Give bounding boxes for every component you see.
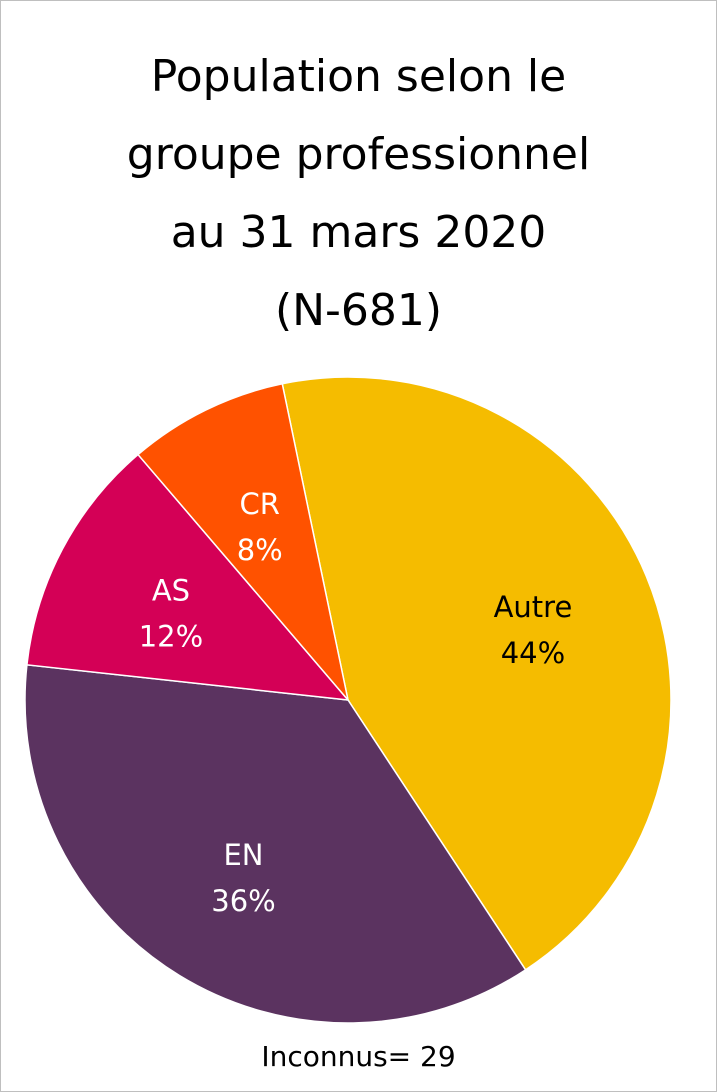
slice-label-en: EN	[223, 838, 263, 872]
pie-slice-en	[24, 663, 527, 1024]
slice-percent-autre: 44%	[501, 636, 565, 670]
slice-percent-en: 36%	[211, 884, 275, 918]
chart-title-line-4: (N-681)	[274, 285, 443, 336]
chart-title-line-1: Population selon le	[150, 51, 567, 102]
footnote-unknown-count: Inconnus= 29	[261, 1040, 456, 1073]
pie-slice-cr	[136, 382, 349, 701]
pie-slice-autre	[281, 376, 672, 971]
slice-percent-as: 12%	[139, 619, 203, 653]
chart-title-line-3: au 31 mars 2020	[170, 207, 547, 258]
slice-label-cr: CR	[240, 487, 280, 521]
pie-slice-as	[26, 453, 350, 701]
slice-label-autre: Autre	[494, 590, 573, 624]
chart-title-line-2: groupe professionnel	[126, 129, 591, 180]
slice-percent-cr: 8%	[237, 533, 283, 567]
chart-title: Population selon le groupe professionnel…	[0, 38, 717, 350]
slice-label-as: AS	[152, 573, 190, 607]
